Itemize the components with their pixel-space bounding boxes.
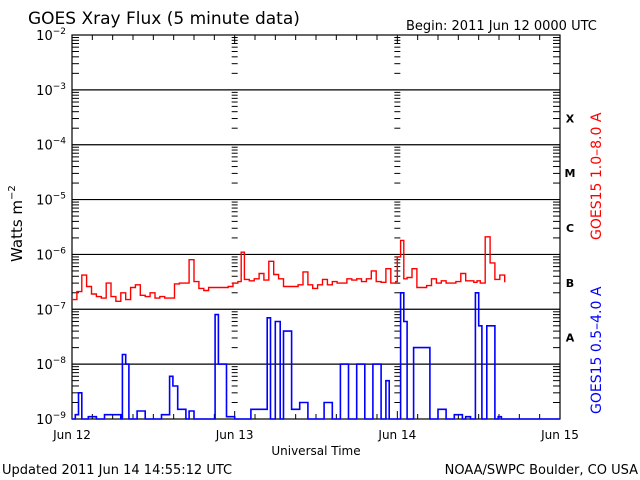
legend-long-channel: GOES15 1.0–8.0 A [589,112,605,240]
flare-class-labels: X M C B A [565,112,576,344]
y-tick-label: 10−9 [36,411,66,428]
updated-timestamp: Updated 2011 Jun 14 14:55:12 UTC [2,463,232,478]
y-tick-label: 10−5 [36,192,66,209]
flare-class-C: C [566,222,574,235]
y-tick-label: 10−7 [36,301,66,318]
y-axis-label: Watts m−2 [7,185,26,262]
x-tick-label: Jun 13 [215,428,254,442]
y-axis-label-exponent: −2 [7,185,18,200]
y-tick-label: 10−6 [36,246,66,263]
y-tick-label: 10−2 [36,27,66,44]
x-axis-tick-labels: Jun 12 Jun 13 Jun 14 Jun 15 [52,428,579,442]
x-axis-label: Universal Time [271,444,360,458]
credit-text: NOAA/SWPC Boulder, CO USA [445,463,638,478]
flare-class-B: B [566,277,574,290]
series-long-channel [72,236,506,302]
x-tick-label: Jun 15 [540,428,579,442]
begin-time: Begin: 2011 Jun 12 0000 UTC [406,19,597,34]
legend-short-channel: GOES15 0.5–4.0 A [589,286,605,414]
flare-class-X: X [566,112,575,125]
series-short-channel [72,291,560,420]
y-tick-label: 10−8 [36,356,66,373]
decade-gridlines [72,89,560,365]
chart-title: GOES Xray Flux (5 minute data) [28,9,300,29]
flare-class-A: A [566,332,575,345]
x-tick-label: Jun 12 [52,428,91,442]
y-tick-label: 10−3 [36,82,66,99]
x-tick-label: Jun 14 [377,428,416,442]
y-axis-label-text: Watts m [8,200,26,262]
y-axis-tick-labels: 10−2 10−3 10−4 10−5 10−6 10−7 10−8 10−9 [36,27,66,428]
y-tick-label: 10−4 [36,137,66,154]
flare-class-M: M [565,167,576,180]
